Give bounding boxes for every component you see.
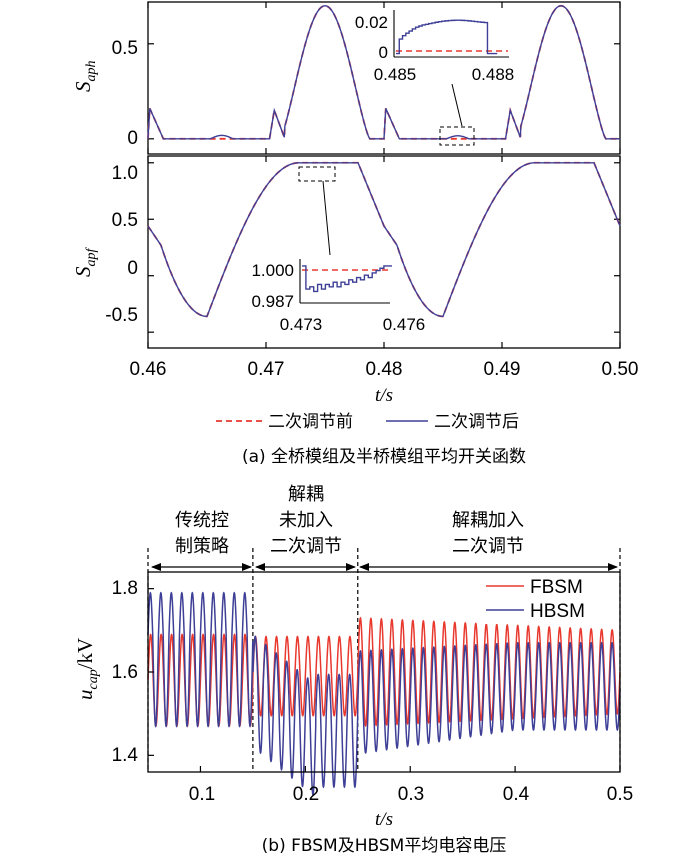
legend-a-after-label: 二次调节后 bbox=[434, 412, 519, 432]
b-stage3-line2: 二次调节 bbox=[452, 536, 524, 557]
legend-b-hbsm-label: HBSM bbox=[530, 601, 585, 622]
a1-series-after-line bbox=[147, 5, 620, 140]
b-xtick-0p5: 0.5 bbox=[607, 784, 633, 805]
a2-series-after-line bbox=[147, 162, 621, 318]
legend-b-fbsm-label: FBSM bbox=[530, 577, 583, 598]
b-ytick-1p8: 1.8 bbox=[112, 578, 138, 599]
a2-inset: 1.000 0.987 0.473 0.476 bbox=[251, 259, 425, 334]
b-stage2-line3: 二次调节 bbox=[270, 536, 342, 557]
caption-b: (b) FBSM及HBSM平均电容电压 bbox=[262, 836, 507, 856]
b-xtick-0p1: 0.1 bbox=[189, 784, 215, 805]
caption-a: (a) 全桥模组及半桥模组平均开关函数 bbox=[242, 447, 526, 467]
a2-inset-ytick-0p987: 0.987 bbox=[251, 292, 294, 311]
a2-xlabel: t/s bbox=[375, 385, 393, 406]
panel-b: 传统控 制策略 解耦 未加入 二次调节 解耦加入 二次调节 FBSM HBSM … bbox=[73, 484, 633, 830]
b-stage2-line1: 解耦 bbox=[288, 484, 324, 505]
panel-a-bottom: 1.0 0.5 0 -0.5 Sapf 1.000 0.987 0.473 0.… bbox=[71, 155, 639, 406]
b-stage2-line2: 未加入 bbox=[279, 510, 333, 531]
panel-b-ticks bbox=[148, 588, 621, 772]
panel-a-bottom-ticks bbox=[147, 156, 621, 348]
a2-xtick-0p50: 0.50 bbox=[602, 359, 639, 380]
b-ylabel: ucap/kV bbox=[73, 638, 101, 700]
a1-inset-xtick-0p485: 0.485 bbox=[374, 65, 417, 84]
a2-inset-xtick-0p476: 0.476 bbox=[383, 315, 426, 334]
b-ytick-1p6: 1.6 bbox=[112, 662, 138, 683]
legend-a: 二次调节前 二次调节后 bbox=[216, 412, 519, 432]
a2-inset-ytick-1p000: 1.000 bbox=[251, 261, 294, 280]
a2-xtick-0p47: 0.47 bbox=[248, 359, 285, 380]
a1-inset-xtick-0p488: 0.488 bbox=[472, 65, 515, 84]
b-xtick-0p3: 0.3 bbox=[398, 784, 424, 805]
a2-ylabel: Sapf bbox=[71, 247, 99, 278]
a2-ytick-1p0: 1.0 bbox=[112, 163, 138, 184]
a1-inset-ytick-0: 0 bbox=[379, 43, 388, 62]
a2-series-before-line bbox=[147, 161, 621, 318]
b-stage3-line1: 解耦加入 bbox=[452, 510, 524, 531]
b-series-hbsm-line bbox=[147, 591, 621, 796]
a1-ytick-0p5: 0.5 bbox=[112, 38, 138, 59]
b-stage1-line2: 制策略 bbox=[175, 536, 229, 557]
b-xtick-0p2: 0.2 bbox=[293, 784, 319, 805]
a2-ytick-m0p5: -0.5 bbox=[105, 305, 138, 326]
a1-ylabel: Saph bbox=[71, 61, 99, 93]
a2-inset-after-line bbox=[302, 265, 392, 293]
a1-ytick-0: 0 bbox=[127, 128, 138, 149]
a2-xtick-0p49: 0.49 bbox=[484, 359, 521, 380]
b-xlabel: t/s bbox=[375, 809, 393, 830]
a2-inset-xtick-0p473: 0.473 bbox=[280, 315, 323, 334]
legend-b: FBSM HBSM bbox=[478, 574, 618, 624]
a1-zoom-box bbox=[439, 126, 475, 146]
a1-inset-after-line bbox=[396, 19, 498, 55]
a2-xtick-0p48: 0.48 bbox=[366, 359, 403, 380]
a2-zoom-box bbox=[298, 166, 336, 182]
legend-a-before-label: 二次调节前 bbox=[268, 412, 353, 432]
a2-ytick-0p5: 0.5 bbox=[112, 210, 138, 231]
a2-xtick-0p46: 0.46 bbox=[130, 359, 167, 380]
b-xtick-0p4: 0.4 bbox=[503, 784, 530, 805]
panel-a-top: 0.5 0 Saph 0.02 0 0.485 0.488 bbox=[71, 1, 621, 155]
a2-zoom-pointer bbox=[322, 180, 331, 256]
b-stage-annotations: 传统控 制策略 解耦 未加入 二次调节 解耦加入 二次调节 bbox=[151, 484, 618, 571]
a2-ytick-0: 0 bbox=[127, 258, 138, 279]
a1-inset-ytick-0p02: 0.02 bbox=[355, 13, 388, 32]
b-stage1-line1: 传统控 bbox=[175, 510, 229, 531]
a1-inset: 0.02 0 0.485 0.488 bbox=[355, 10, 514, 84]
a1-zoom-pointer bbox=[451, 83, 463, 127]
b-ytick-1p4: 1.4 bbox=[112, 745, 139, 766]
